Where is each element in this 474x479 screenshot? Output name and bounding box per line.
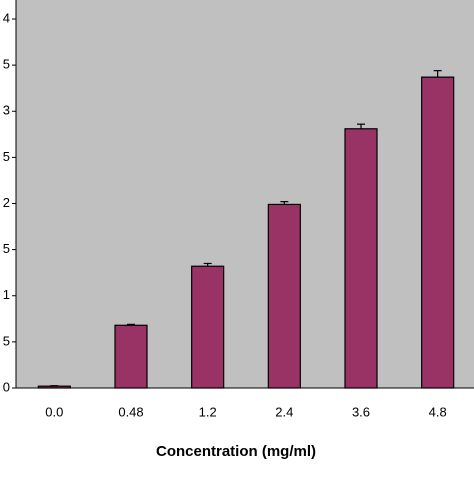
- y-tick-label: 4: [3, 10, 10, 25]
- y-tick-label: 5: [3, 333, 10, 348]
- bar: [345, 129, 377, 388]
- bar: [38, 386, 70, 388]
- x-tick-label: 3.6: [352, 404, 370, 419]
- y-tick-label: 5: [3, 241, 10, 256]
- y-tick-label: 5: [3, 149, 10, 164]
- bar: [115, 325, 147, 388]
- y-tick-label: 2: [3, 195, 10, 210]
- y-tick-label: 1: [3, 287, 10, 302]
- x-tick-label: 2.4: [275, 404, 293, 419]
- y-tick-label: 5: [3, 57, 10, 72]
- bar: [422, 77, 454, 388]
- x-tick-label: 0.0: [45, 404, 63, 419]
- bar: [268, 204, 300, 388]
- x-tick-label: 4.8: [429, 404, 447, 419]
- y-tick-label: 0: [3, 379, 10, 394]
- plot-area: [16, 0, 474, 388]
- y-tick-label: 3: [3, 103, 10, 118]
- x-axis-title: Concentration (mg/ml): [156, 443, 316, 460]
- bar: [192, 266, 224, 388]
- x-tick-label: 0.48: [118, 404, 143, 419]
- x-tick-label: 1.2: [199, 404, 217, 419]
